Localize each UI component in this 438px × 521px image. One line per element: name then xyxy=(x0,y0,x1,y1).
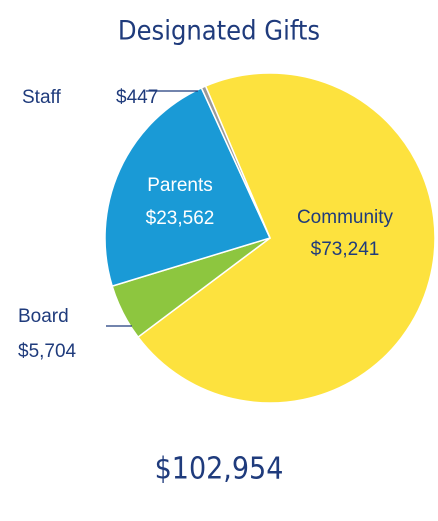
value-label: $5,704 xyxy=(18,341,77,362)
chart-title: Designated Gifts xyxy=(118,16,320,47)
value-label: $23,562 xyxy=(146,208,215,229)
slice-label: Staff xyxy=(22,87,61,108)
pie-slice xyxy=(136,72,436,404)
slice-label: Board xyxy=(18,306,69,327)
slice-label: Parents xyxy=(147,175,212,196)
value-label: $73,241 xyxy=(311,239,380,260)
slice-label: Community xyxy=(297,207,394,228)
value-label: $447 xyxy=(116,87,158,108)
total: $102,954 xyxy=(155,452,284,487)
pie-slice xyxy=(104,86,272,288)
pie-slice xyxy=(200,85,271,239)
